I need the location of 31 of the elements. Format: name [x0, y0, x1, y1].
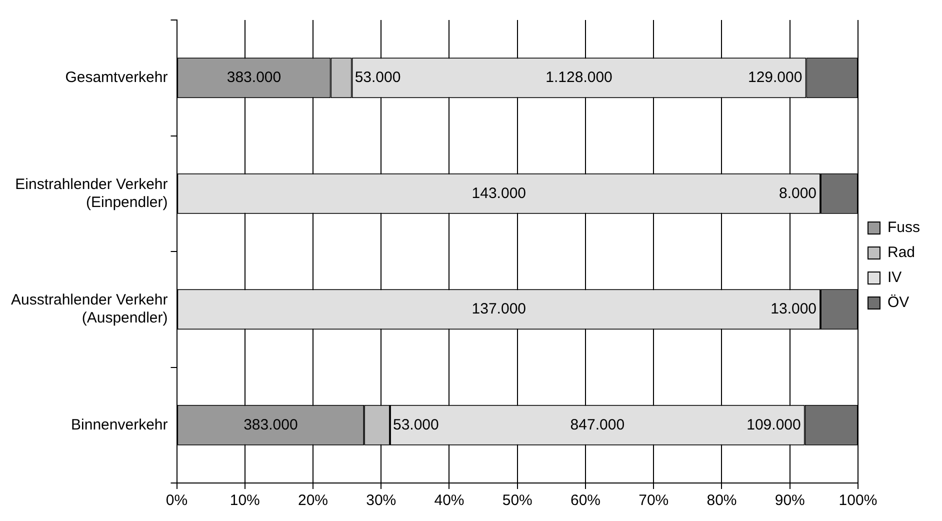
- y-tick-label: Binnenverkehr: [71, 416, 168, 434]
- x-tick-label: 20%: [298, 492, 328, 510]
- x-tick-label: 60%: [570, 492, 601, 510]
- x-tick-label: 70%: [638, 492, 669, 510]
- y-tick-label: Einstrahlender Verkehr (Einpendler): [15, 176, 168, 211]
- x-tick-label: 100%: [838, 492, 878, 510]
- x-tick-label: 40%: [434, 492, 464, 510]
- annotation: 383.000: [244, 416, 298, 434]
- annotation: 8.000: [778, 184, 817, 202]
- annotation: 847.000: [570, 416, 625, 434]
- x-tick-label: 0%: [166, 492, 188, 510]
- x-tick-label: 90%: [774, 492, 805, 510]
- annotation: 53.000: [354, 69, 401, 86]
- annotation: 1.128.000: [546, 69, 612, 86]
- y-tick-label: Ausstrahlender Verkehr (Auspendler): [10, 292, 168, 327]
- annotation: 13.000: [770, 300, 817, 318]
- x-tick-label: 50%: [502, 492, 532, 510]
- legend-label: Fuss: [887, 219, 920, 236]
- annotation: 109.000: [746, 416, 801, 434]
- annotation: 53.000: [392, 416, 439, 434]
- y-tick-label: Gesamtverkehr: [65, 69, 168, 86]
- annotation: 129.000: [748, 69, 802, 86]
- legend-label: IV: [887, 269, 902, 286]
- annotation: 383.000: [226, 69, 282, 86]
- legend-label: ÖV: [887, 294, 910, 312]
- x-tick-label: 30%: [366, 492, 396, 510]
- legend-label: Rad: [887, 244, 916, 262]
- x-tick-label: 80%: [706, 492, 737, 510]
- annotation: 143.000: [472, 184, 526, 202]
- x-tick-label: 10%: [230, 492, 260, 510]
- annotation: 137.000: [472, 300, 526, 318]
